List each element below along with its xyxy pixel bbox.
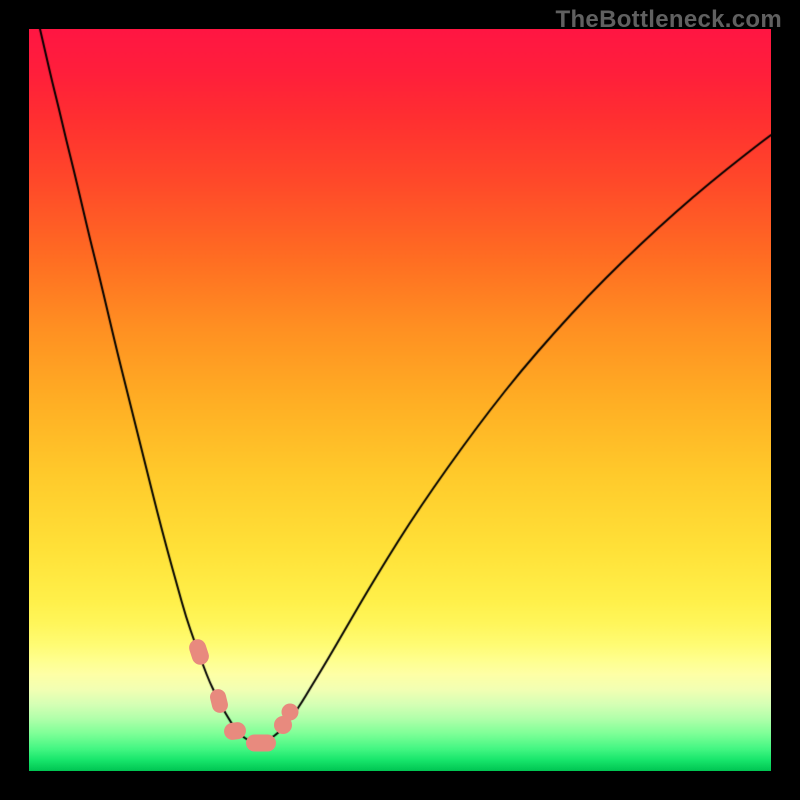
plot-area [29,29,771,771]
bottleneck-curve [29,29,771,771]
chart-container: TheBottleneck.com [0,0,800,800]
